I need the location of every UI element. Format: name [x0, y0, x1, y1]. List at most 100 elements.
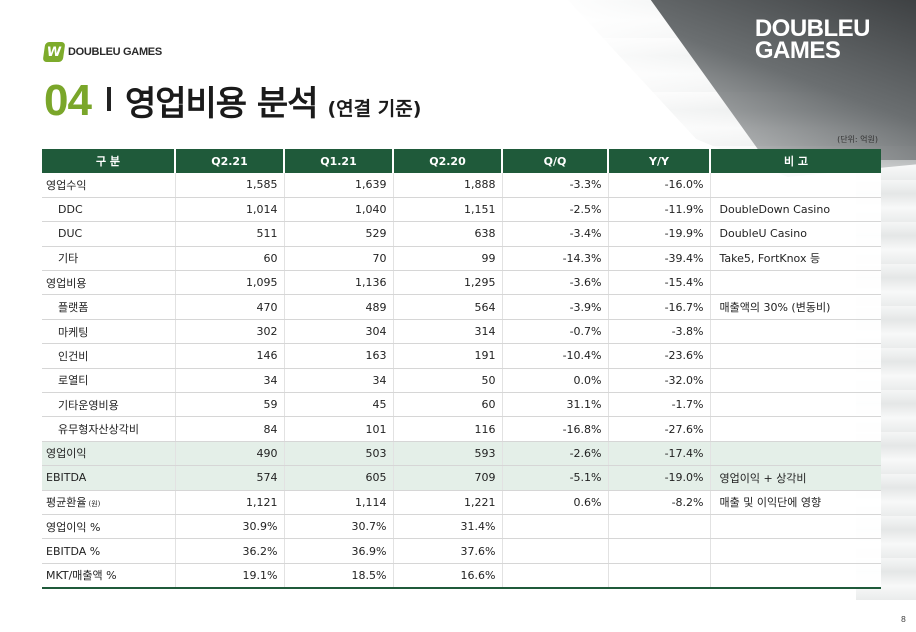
cell-qoq: -2.6%: [502, 440, 609, 467]
cell-qoq: -10.4%: [502, 343, 609, 369]
title-text: 영업비용 분석: [124, 84, 319, 124]
cell-qoq: -5.1%: [502, 465, 609, 491]
cell-q1-21: 18.5%: [284, 563, 394, 589]
cell-q2-20: 16.6%: [393, 563, 503, 589]
cell-q2-20: 31.4%: [393, 514, 503, 540]
cell-q2-21: 59: [175, 392, 285, 418]
cell-q2-20: 191: [393, 343, 503, 369]
cell-remark: [710, 270, 881, 296]
cell-yoy: -19.9%: [608, 221, 711, 247]
column-header-q2-21: Q2.21: [175, 149, 285, 173]
cell-remark: 매출액의 30% (변동비): [710, 294, 881, 320]
row-label-text: 영업수익: [46, 178, 87, 192]
table-row: 평균환율 (원) 1,121 1,114 1,221 0.6% -8.2% 매출 및 이익단에…: [42, 489, 881, 515]
row-label: 인건비: [42, 343, 176, 369]
cell-yoy: [608, 563, 711, 589]
table-row: 마케팅 302 304 314 -0.7% -3.8%: [42, 319, 881, 345]
cell-qoq: 0.0%: [502, 368, 609, 394]
row-label: 기타운영비용: [42, 392, 176, 418]
row-label-text: 인건비: [58, 349, 89, 363]
column-header-qoq: Q/Q: [502, 149, 609, 173]
row-label: EBITDA %: [42, 538, 176, 564]
cell-q1-21: 163: [284, 343, 394, 369]
cell-yoy: [608, 514, 711, 540]
row-label-text: 영업비용: [46, 276, 87, 290]
cell-yoy: -17.4%: [608, 440, 711, 467]
row-label-suffix: (원): [88, 500, 101, 509]
cell-q2-21: 574: [175, 465, 285, 491]
table-row: 기타운영비용 59 45 60 31.1% -1.7%: [42, 392, 881, 418]
cell-q2-20: 99: [393, 246, 503, 272]
cell-qoq: -16.8%: [502, 416, 609, 442]
operating-expense-table: 구 분 Q2.21 Q1.21 Q2.20 Q/Q Y/Y 비 고 영업수익 1,…: [42, 149, 881, 589]
cell-yoy: [608, 538, 711, 564]
cell-remark: DoubleDown Casino: [710, 197, 881, 223]
row-label: 마케팅: [42, 319, 176, 345]
table-row: 유무형자산상각비 84 101 116 -16.8% -27.6%: [42, 416, 881, 442]
logo-large-line2: GAMES: [754, 37, 841, 64]
cell-remark: [710, 173, 881, 198]
cell-remark: [710, 440, 881, 467]
row-label-text: 평균환율: [46, 496, 87, 510]
table-row: 영업이익 % 30.9% 30.7% 31.4%: [42, 514, 881, 540]
row-label-text: EBITDA: [46, 471, 87, 485]
row-label: MKT/매출액 %: [42, 563, 176, 589]
row-label-text: DUC: [58, 227, 83, 241]
cell-qoq: [502, 514, 609, 540]
cell-q2-20: 593: [393, 440, 503, 467]
cell-q1-21: 101: [284, 416, 394, 442]
cell-yoy: -16.7%: [608, 294, 711, 320]
cell-yoy: -16.0%: [608, 173, 711, 198]
column-header-q2-20: Q2.20: [393, 149, 503, 173]
cell-remark: [710, 563, 881, 589]
table-row: EBITDA 574 605 709 -5.1% -19.0% 영업이익 + 상각비: [42, 465, 881, 491]
page-title: 04 영업비용 분석 (연결 기준): [44, 76, 421, 126]
cell-q1-21: 34: [284, 368, 394, 394]
table-row: MKT/매출액 % 19.1% 18.5% 16.6%: [42, 563, 881, 589]
section-number: 04: [44, 76, 92, 125]
row-label-text: 영업이익 %: [46, 520, 101, 534]
title-divider: [106, 87, 111, 111]
cell-q1-21: 489: [284, 294, 394, 320]
cell-qoq: -3.3%: [502, 173, 609, 198]
table-row: 인건비 146 163 191 -10.4% -23.6%: [42, 343, 881, 369]
row-label: 유무형자산상각비: [42, 416, 176, 442]
column-header-remarks: 비 고: [710, 149, 881, 173]
table-header-row: 구 분 Q2.21 Q1.21 Q2.20 Q/Q Y/Y 비 고: [42, 149, 881, 173]
page-number: 8: [900, 615, 906, 624]
row-label-text: 마케팅: [58, 325, 89, 339]
cell-remark: 매출 및 이익단에 영향: [710, 489, 881, 515]
row-label-text: 로열티: [58, 374, 89, 388]
cell-remark: [710, 392, 881, 418]
cell-q2-20: 564: [393, 294, 503, 320]
cell-q2-21: 490: [175, 440, 285, 467]
cell-q1-21: 1,639: [284, 173, 394, 198]
table-row: EBITDA % 36.2% 36.9% 37.6%: [42, 538, 881, 564]
title-subtitle: (연결 기준): [327, 98, 422, 120]
cell-qoq: -0.7%: [502, 319, 609, 345]
cell-q2-20: 60: [393, 392, 503, 418]
cell-q1-21: 70: [284, 246, 394, 272]
cell-remark: 영업이익 + 상각비: [710, 465, 881, 491]
company-logo-large: DOUBLEU GAMES: [754, 17, 871, 64]
row-label-text: 영업이익: [46, 447, 87, 461]
row-label: 영업이익 %: [42, 514, 176, 540]
cell-remark: [710, 538, 881, 564]
cell-q1-21: 1,136: [284, 270, 394, 296]
cell-yoy: -23.6%: [608, 343, 711, 369]
table-row: 영업비용 1,095 1,136 1,295 -3.6% -15.4%: [42, 270, 881, 296]
row-label-text: 기타운영비용: [58, 398, 119, 412]
row-label: 플랫폼: [42, 294, 176, 320]
row-label-text: EBITDA %: [46, 544, 101, 558]
cell-q1-21: 605: [284, 465, 394, 491]
cell-q2-21: 36.2%: [175, 538, 285, 564]
logo-small-text: DOUBLEU GAMES: [68, 46, 162, 58]
cell-remark: [710, 319, 881, 345]
cell-yoy: -3.8%: [608, 319, 711, 345]
cell-qoq: -3.4%: [502, 221, 609, 247]
cell-q1-21: 45: [284, 392, 394, 418]
table-row: DUC 511 529 638 -3.4% -19.9% DoubleU Casino: [42, 221, 881, 247]
row-label: 로열티: [42, 368, 176, 394]
cell-yoy: -11.9%: [608, 197, 711, 223]
cell-q2-21: 60: [175, 246, 285, 272]
